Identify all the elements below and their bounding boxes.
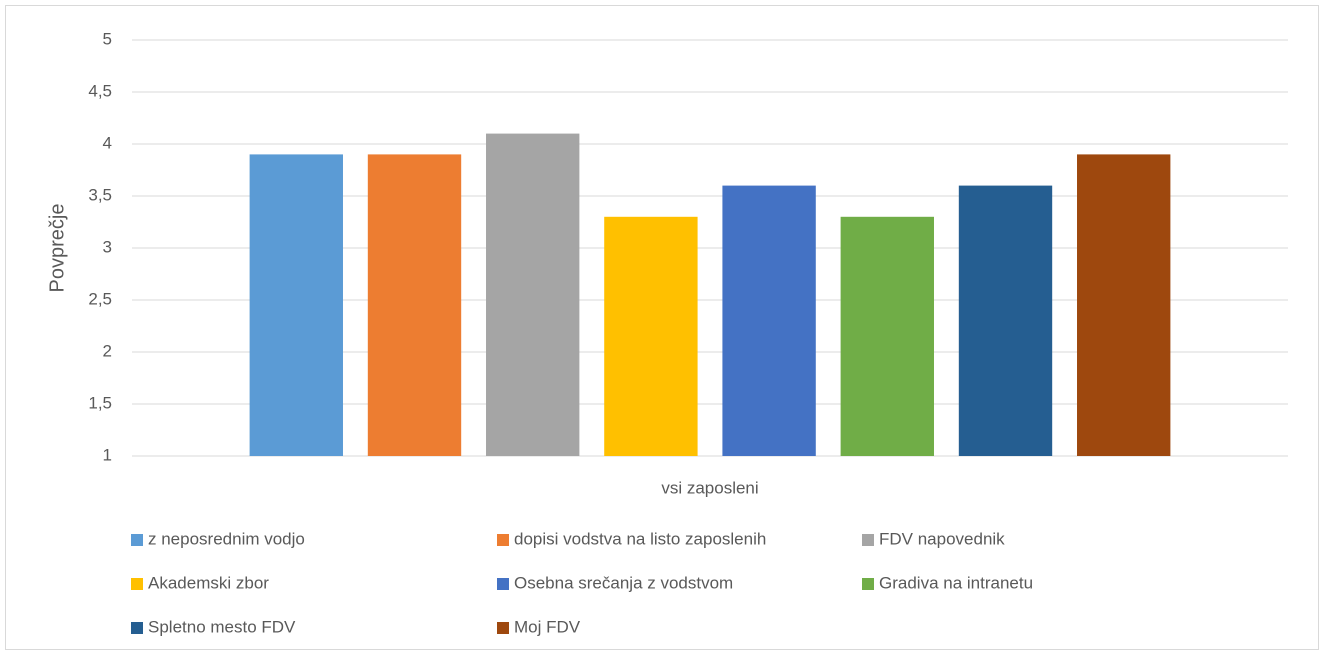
legend-swatch (862, 534, 874, 546)
bar (840, 216, 934, 456)
y-tick-label: 5 (103, 29, 112, 48)
y-tick-label: 1 (103, 445, 112, 464)
y-axis-title: Povprečje (46, 204, 68, 293)
legend-label: Gradiva na intranetu (879, 573, 1033, 592)
bar (486, 133, 580, 456)
bar (1077, 154, 1171, 456)
legend-label: FDV napovednik (879, 529, 1005, 548)
legend-swatch (131, 578, 143, 590)
legend-label: Osebna srečanja z vodstvom (514, 573, 733, 592)
y-tick-label: 2 (103, 341, 112, 360)
bar (249, 154, 343, 456)
legend-swatch (131, 534, 143, 546)
legend-label: Moj FDV (514, 617, 581, 636)
x-tick-label: vsi zaposleni (661, 478, 758, 497)
legend-swatch (497, 578, 509, 590)
legend-label: Spletno mesto FDV (148, 617, 296, 636)
legend-swatch (497, 534, 509, 546)
y-tick-label: 4 (103, 133, 112, 152)
bar (604, 216, 698, 456)
y-tick-label: 2,5 (88, 289, 112, 308)
y-tick-label: 4,5 (88, 81, 112, 100)
legend-label: z neposrednim vodjo (148, 529, 305, 548)
legend-label: Akademski zbor (148, 573, 269, 592)
legend-swatch (497, 622, 509, 634)
y-tick-label: 3 (103, 237, 112, 256)
y-tick-label: 1,5 (88, 393, 112, 412)
bar (958, 185, 1053, 456)
legend-label: dopisi vodstva na listo zaposlenih (514, 529, 766, 548)
bar (722, 185, 816, 456)
y-tick-label: 3,5 (88, 185, 112, 204)
legend-swatch (862, 578, 874, 590)
bar (367, 154, 462, 456)
legend-swatch (131, 622, 143, 634)
